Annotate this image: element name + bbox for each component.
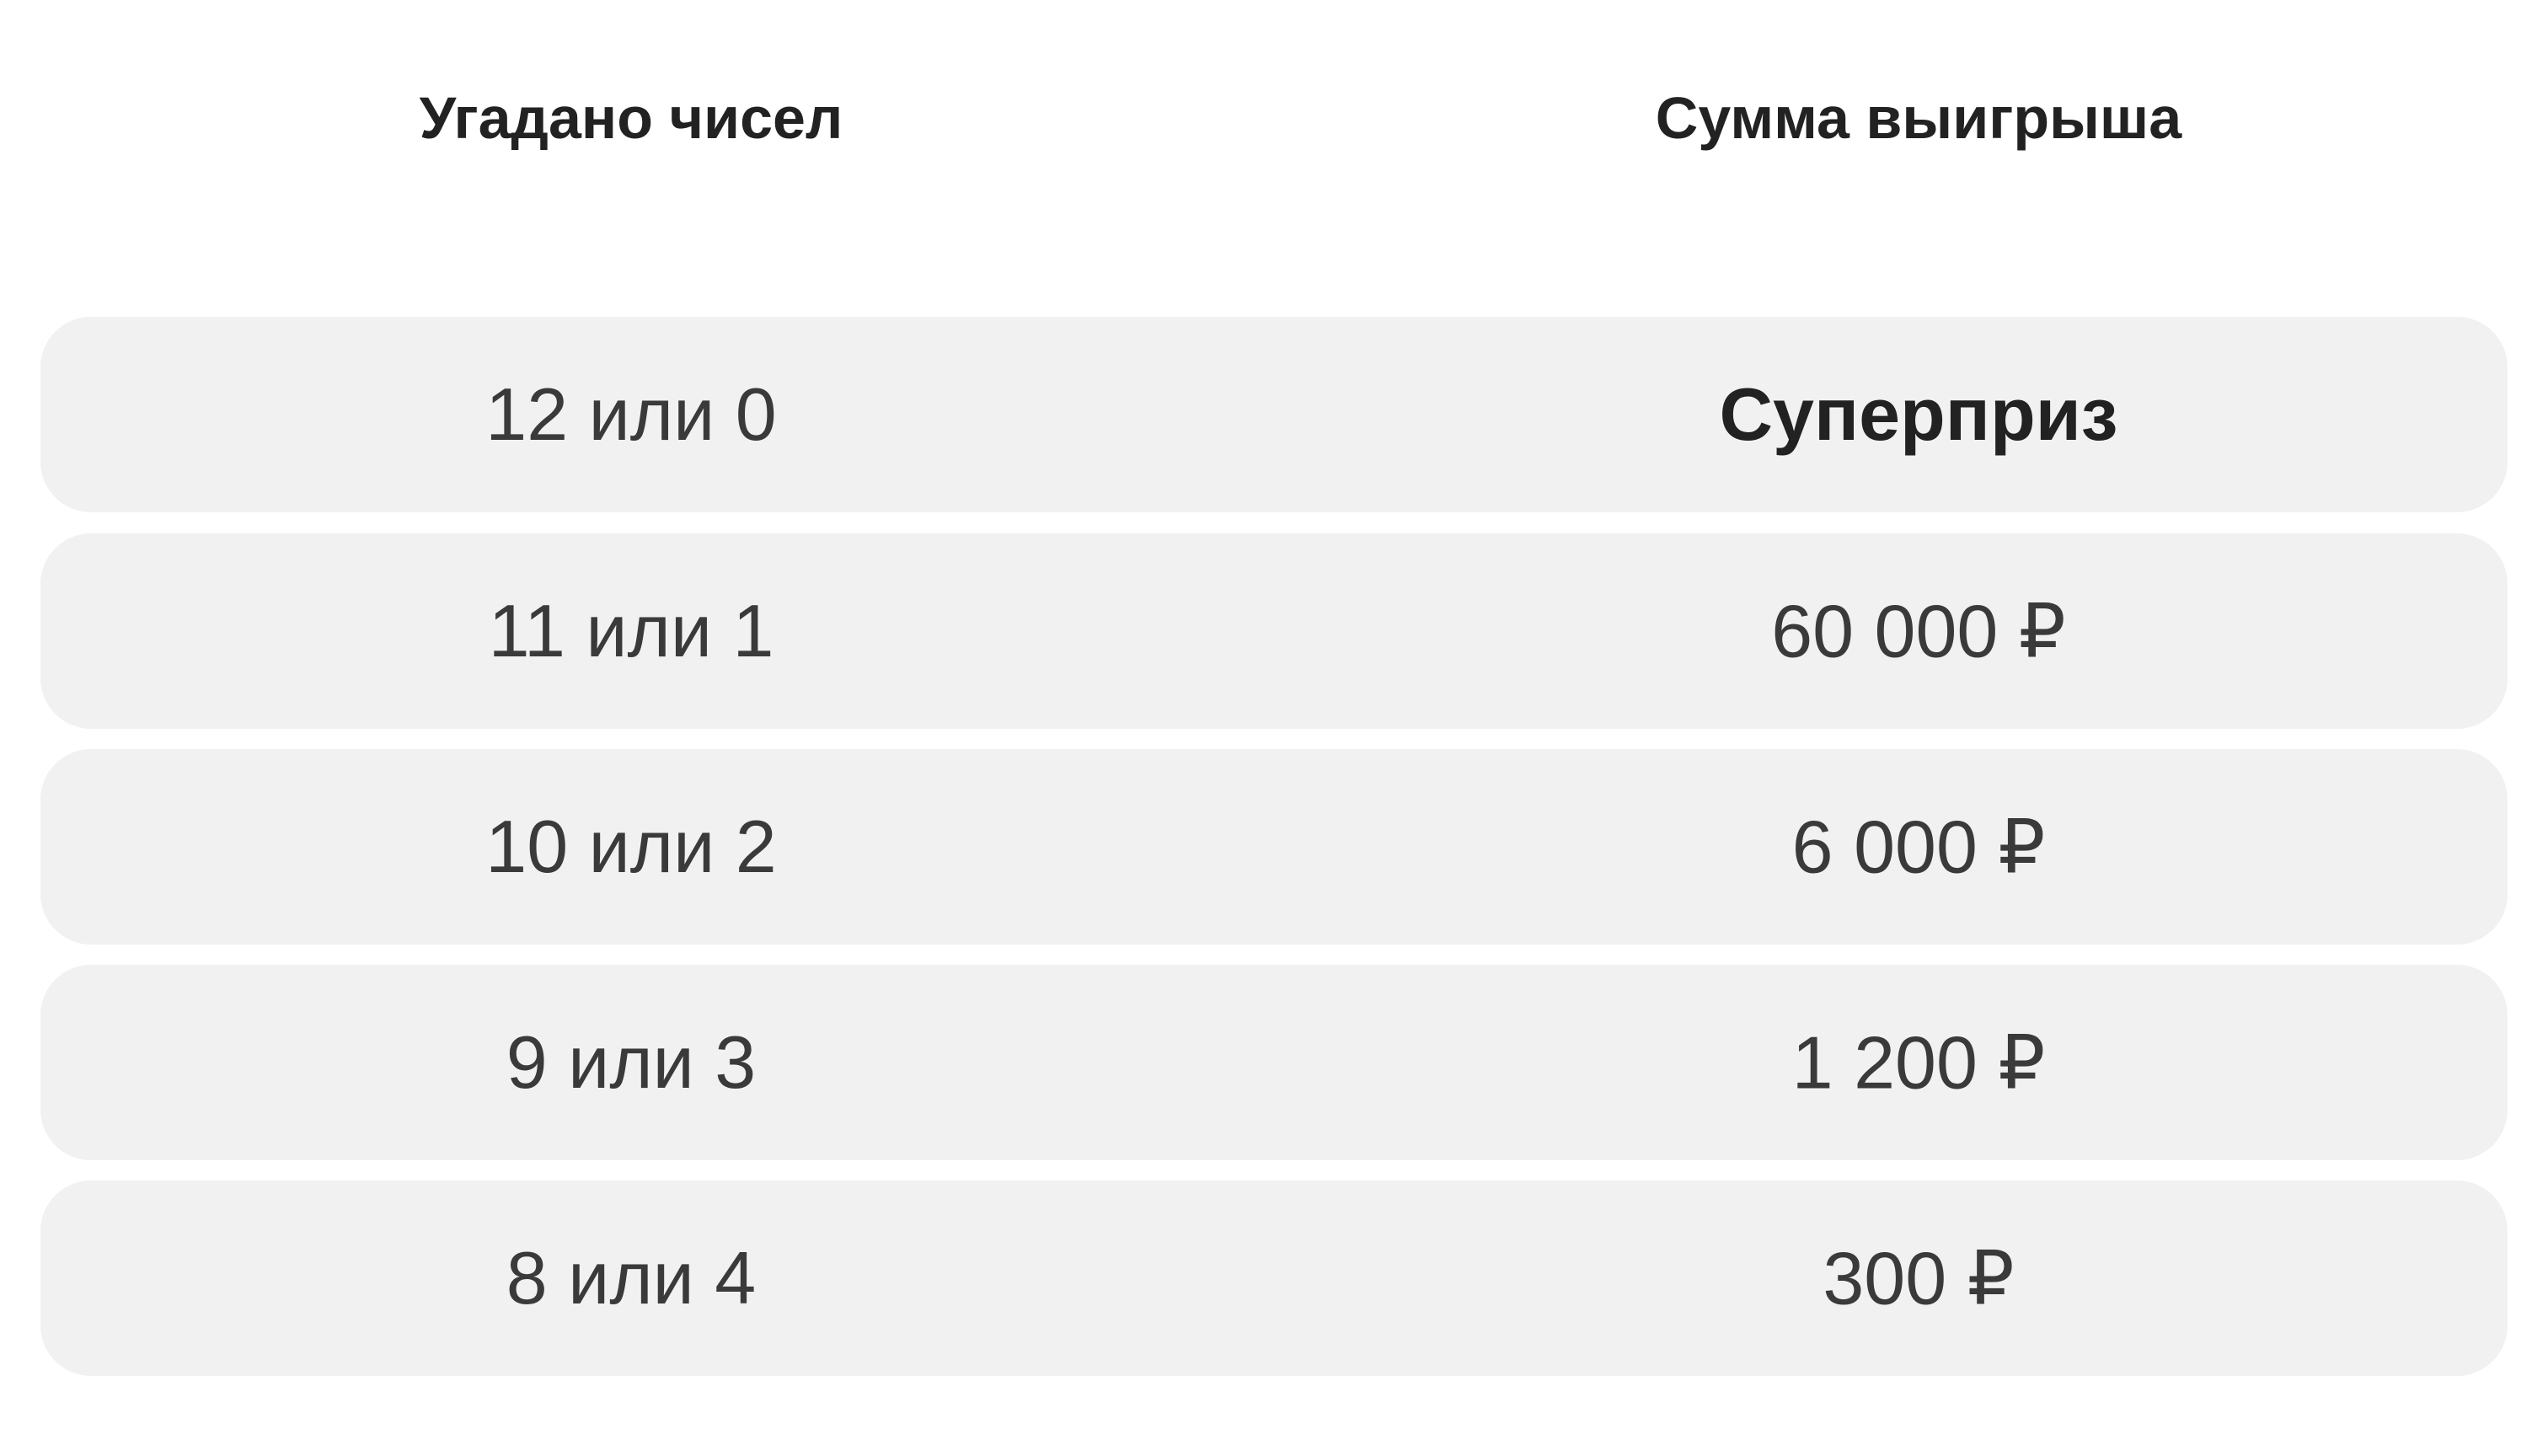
prize-cell: 1 200 ₽ bbox=[1791, 1020, 2046, 1105]
prize-cell: 6 000 ₽ bbox=[1791, 805, 2046, 889]
header-matched-numbers: Угадано чисел bbox=[419, 85, 843, 151]
table-row: 12 или 0 Суперприз bbox=[40, 317, 2508, 512]
table-row: 9 или 3 1 200 ₽ bbox=[40, 965, 2508, 1160]
prize-cell: Суперприз bbox=[1719, 372, 2118, 456]
prize-cell: 60 000 ₽ bbox=[1771, 589, 2066, 673]
matched-cell: 9 или 3 bbox=[506, 1020, 757, 1104]
header-prize-amount: Сумма выигрыша bbox=[1655, 85, 2182, 151]
matched-cell: 11 или 1 bbox=[488, 589, 774, 672]
prize-cell: 300 ₽ bbox=[1823, 1236, 2015, 1320]
matched-cell: 8 или 4 bbox=[506, 1236, 757, 1320]
matched-cell: 12 или 0 bbox=[485, 372, 777, 456]
table-row: 11 или 1 60 000 ₽ bbox=[40, 533, 2508, 729]
matched-cell: 10 или 2 bbox=[485, 805, 777, 888]
table-row: 10 или 2 6 000 ₽ bbox=[40, 749, 2508, 945]
table-row: 8 или 4 300 ₽ bbox=[40, 1180, 2508, 1376]
